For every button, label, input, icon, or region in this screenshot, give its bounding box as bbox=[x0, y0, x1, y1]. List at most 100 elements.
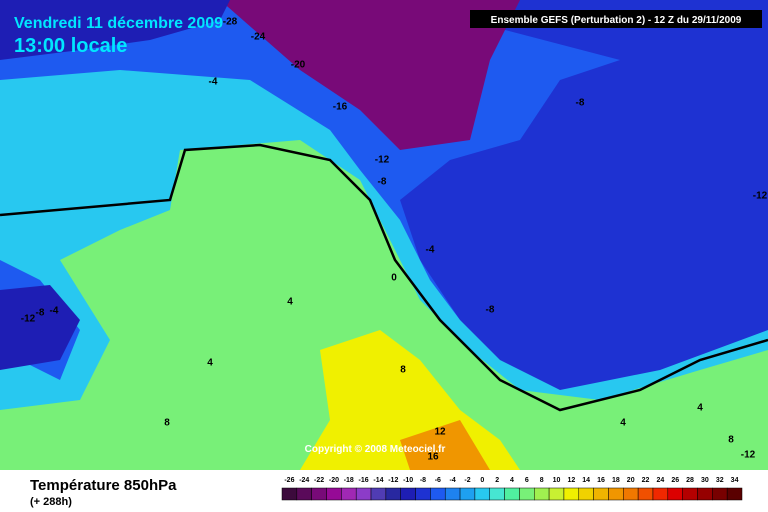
legend-swatch bbox=[608, 487, 624, 501]
legend-swatch bbox=[281, 487, 298, 501]
legend-swatch bbox=[341, 487, 357, 501]
mild-zone bbox=[0, 140, 768, 470]
contour-label: -4 bbox=[426, 245, 435, 256]
contour-label: -4 bbox=[209, 77, 218, 88]
legend-tick: -6 bbox=[435, 477, 441, 484]
legend-swatch bbox=[563, 487, 580, 501]
legend-tick: 30 bbox=[701, 477, 709, 484]
legend-tick: 12 bbox=[567, 477, 575, 484]
contour-label: 4 bbox=[287, 297, 293, 308]
legend-tick: 6 bbox=[525, 477, 529, 484]
legend-swatch bbox=[296, 487, 312, 501]
legend-tick: 32 bbox=[716, 477, 724, 484]
contour-label: 8 bbox=[728, 435, 734, 446]
cold-zone bbox=[390, 0, 768, 400]
date: Vendredi 11 décembre 2009 bbox=[14, 15, 223, 32]
legend-swatch bbox=[370, 487, 387, 501]
footer-lead: (+ 288h) bbox=[30, 496, 72, 508]
legend-swatch bbox=[682, 487, 698, 501]
contour-label: -12 bbox=[753, 191, 768, 202]
contour-label: 4 bbox=[207, 358, 213, 369]
legend-swatch bbox=[712, 487, 728, 501]
legend-tick: -20 bbox=[329, 477, 339, 484]
contour-label: -16 bbox=[333, 102, 348, 113]
contour-label: 4 bbox=[620, 418, 626, 429]
time: 13:00 locale bbox=[14, 35, 127, 57]
legend-tick: 22 bbox=[642, 477, 650, 484]
legend-swatch bbox=[637, 487, 654, 501]
contour-label: 12 bbox=[434, 427, 446, 438]
copyright: Copyright © 2008 Meteociel.fr bbox=[305, 444, 446, 455]
contour-label: 8 bbox=[400, 365, 406, 376]
contour-label: -8 bbox=[36, 308, 45, 319]
contour-label: -8 bbox=[486, 305, 495, 316]
contour-label: 4 bbox=[697, 403, 703, 414]
contour-label: 16 bbox=[427, 452, 439, 463]
legend-swatch bbox=[578, 487, 594, 501]
legend-tick: 0 bbox=[480, 477, 484, 484]
cold-zone bbox=[0, 285, 80, 370]
contour-label: 0 bbox=[391, 273, 397, 284]
legend-tick: 28 bbox=[686, 477, 694, 484]
legend-swatch bbox=[652, 487, 669, 501]
legend-swatch bbox=[311, 487, 327, 501]
very-cold-zone bbox=[220, 0, 520, 150]
legend-tick: -4 bbox=[450, 477, 456, 484]
legend-tick: 10 bbox=[553, 477, 561, 484]
legend-tick: -22 bbox=[314, 477, 324, 484]
legend-swatch bbox=[534, 487, 550, 501]
contour-label: -24 bbox=[251, 32, 266, 43]
legend-tick: -2 bbox=[464, 477, 470, 484]
legend-swatch bbox=[415, 487, 431, 501]
legend-swatch bbox=[593, 487, 609, 501]
legend-tick: 14 bbox=[582, 477, 590, 484]
contour-label: -20 bbox=[291, 60, 306, 71]
legend-swatch bbox=[474, 487, 490, 501]
legend-swatch bbox=[400, 487, 416, 501]
legend-tick: -12 bbox=[388, 477, 398, 484]
contour-label: -8 bbox=[576, 98, 585, 109]
legend-swatch bbox=[519, 487, 535, 501]
legend-swatch bbox=[430, 487, 446, 501]
contour-label: -28 bbox=[223, 17, 238, 28]
legend-swatch bbox=[697, 487, 713, 501]
legend-tick: 2 bbox=[495, 477, 499, 484]
legend-tick: 24 bbox=[656, 477, 664, 484]
legend-tick: 18 bbox=[612, 477, 620, 484]
hot-zone bbox=[400, 420, 490, 470]
cold-zone bbox=[0, 0, 230, 60]
contour-label: -4 bbox=[50, 306, 59, 317]
contour-label: -12 bbox=[375, 155, 390, 166]
legend-tick: 34 bbox=[731, 477, 739, 484]
legend-tick: 20 bbox=[627, 477, 635, 484]
contour-label: -12 bbox=[21, 314, 36, 325]
contour-label: -8 bbox=[378, 177, 387, 188]
legend-tick: -26 bbox=[284, 477, 294, 484]
legend-swatch bbox=[504, 487, 520, 501]
legend-swatch bbox=[623, 487, 639, 501]
legend-tick: -24 bbox=[299, 477, 309, 484]
legend-swatch bbox=[444, 487, 461, 501]
legend-tick: 8 bbox=[540, 477, 544, 484]
legend-swatch bbox=[667, 487, 683, 501]
legend-tick: -10 bbox=[403, 477, 413, 484]
legend-swatch bbox=[355, 487, 372, 501]
legend-swatch bbox=[459, 487, 476, 501]
legend-tick: -14 bbox=[373, 477, 383, 484]
legend-tick: -18 bbox=[344, 477, 354, 484]
legend-tick: 4 bbox=[510, 477, 514, 484]
model: Ensemble GEFS (Perturbation 2) - 12 Z du… bbox=[491, 15, 742, 26]
model-box bbox=[470, 10, 762, 28]
legend-swatch bbox=[385, 487, 401, 501]
legend-tick: 16 bbox=[597, 477, 605, 484]
legend-swatch bbox=[489, 487, 505, 501]
contour-label: 8 bbox=[164, 418, 170, 429]
contour-label: -12 bbox=[741, 450, 756, 461]
legend-tick: 26 bbox=[671, 477, 679, 484]
footer-title: Température 850hPa bbox=[30, 477, 177, 494]
legend-swatch bbox=[326, 487, 342, 501]
zero-isotherm bbox=[0, 143, 768, 412]
legend-swatch bbox=[548, 487, 565, 501]
legend-swatch bbox=[726, 487, 743, 501]
